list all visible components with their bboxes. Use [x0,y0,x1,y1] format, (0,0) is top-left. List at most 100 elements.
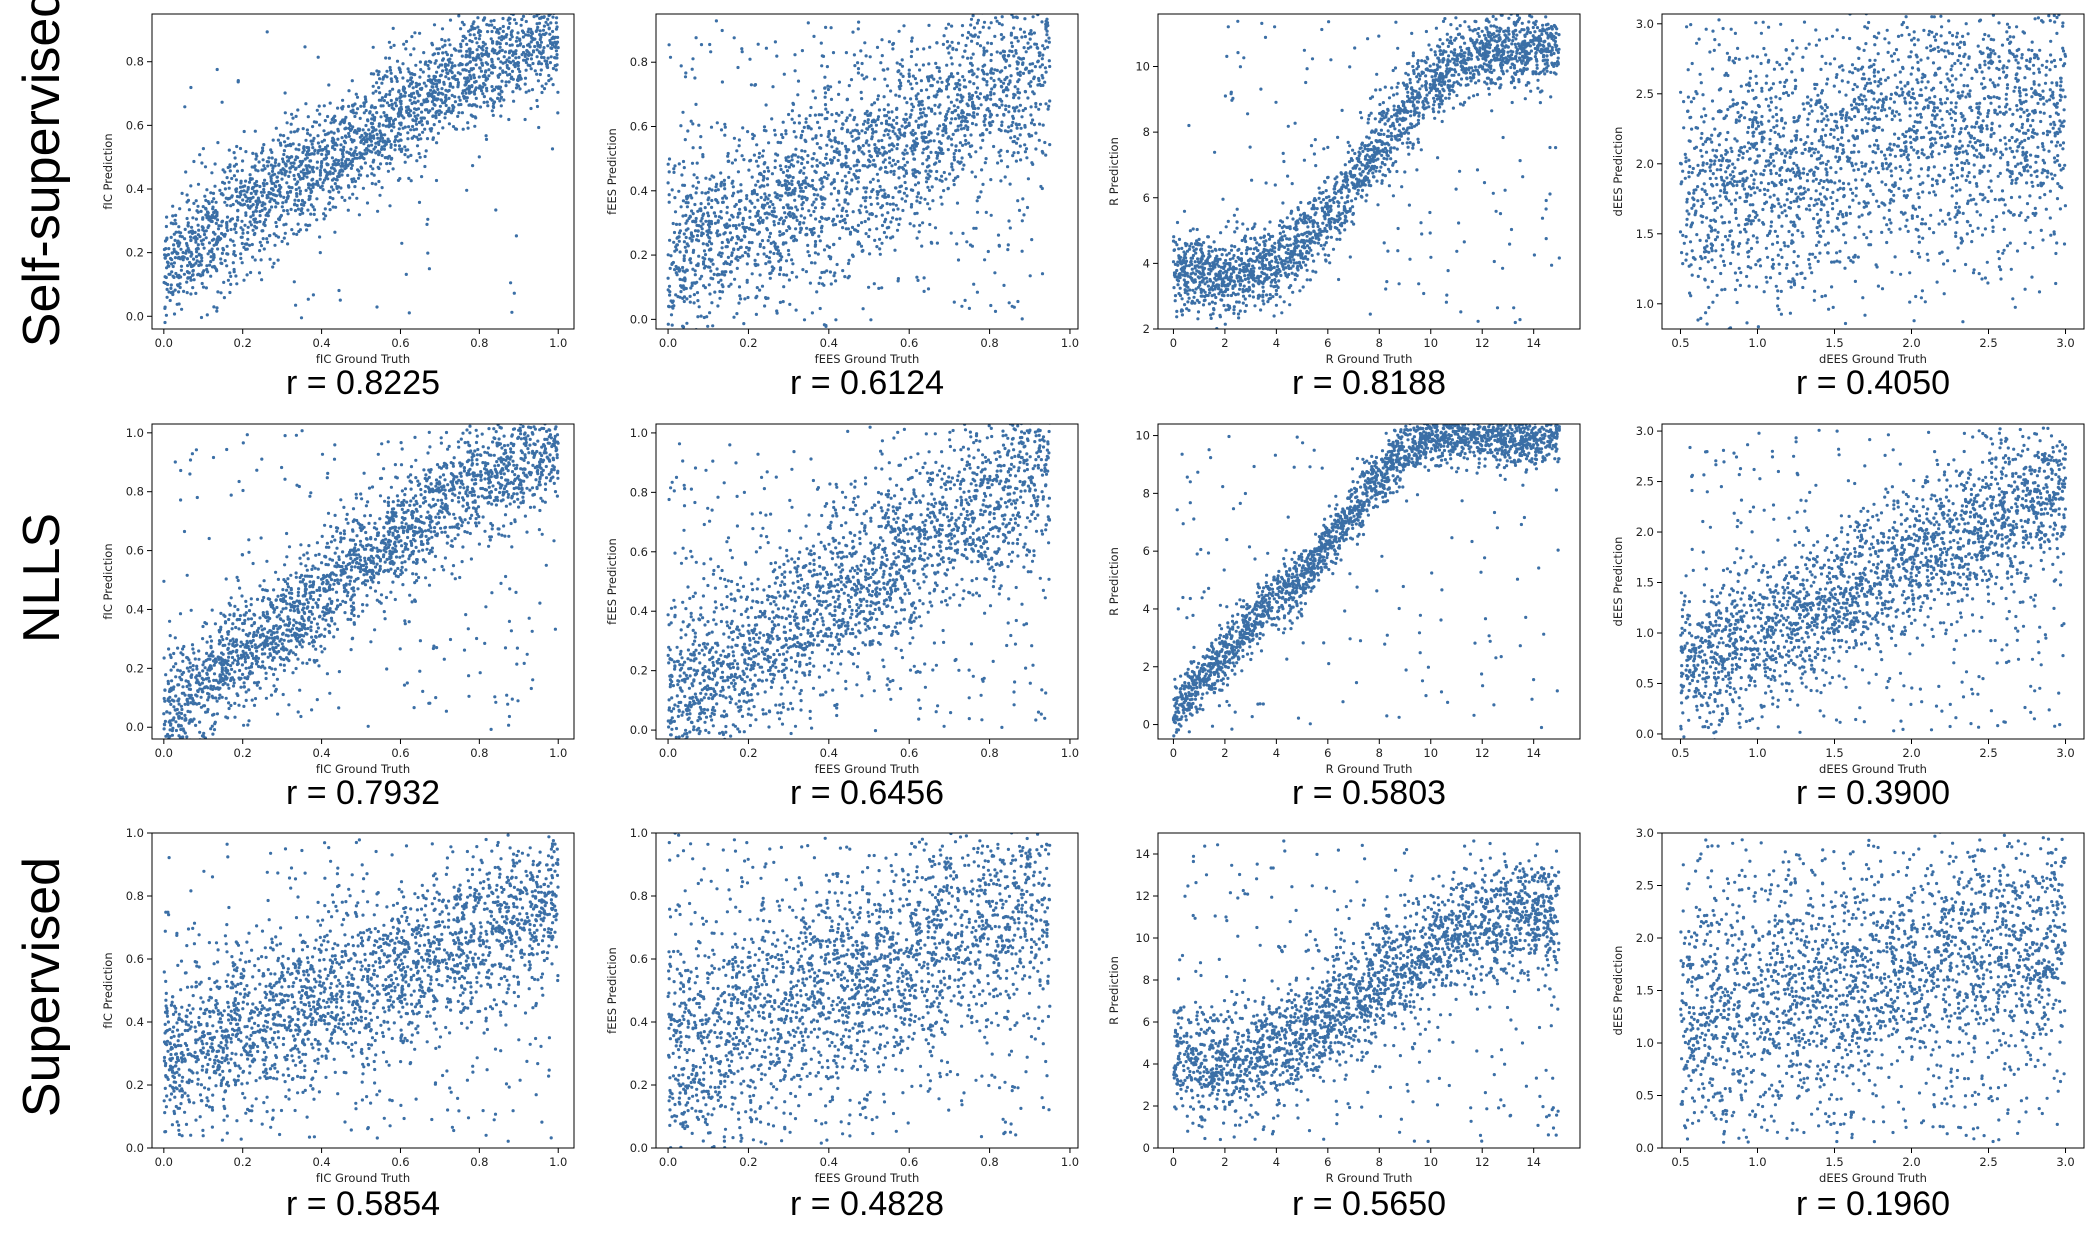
data-point [466,126,470,130]
data-point [528,7,531,10]
data-point [483,83,487,87]
data-point [305,228,309,232]
data-point [902,117,906,121]
data-point [975,86,980,90]
data-point [1011,140,1015,144]
data-point [516,78,520,82]
data-point [553,56,557,60]
data-point [1007,125,1011,129]
data-point [210,219,214,224]
data-point [861,164,865,168]
data-point [261,158,265,162]
data-point [683,245,687,249]
data-point [412,111,416,115]
data-point [285,181,289,185]
data-point [730,161,735,165]
data-point [851,139,855,143]
data-point [442,80,446,84]
data-point [504,60,508,64]
data-point [370,150,374,154]
data-point [297,148,301,152]
data-point [341,169,345,173]
data-point [208,263,212,267]
data-point [214,221,218,225]
data-point [982,46,986,50]
data-point [407,176,411,180]
data-point [739,189,743,193]
data-point [299,209,303,213]
data-point [404,105,409,109]
data-point [1003,175,1007,179]
data-point [176,239,180,243]
data-point [760,219,765,223]
data-point [874,146,878,150]
data-point [781,135,785,140]
data-point [875,245,879,249]
data-point [809,105,813,110]
data-point [735,149,739,153]
data-point [1317,237,1321,242]
data-point [667,157,672,161]
data-point [1029,121,1034,125]
data-point [691,267,695,271]
data-point [974,90,978,94]
data-point [980,168,984,172]
data-point [895,228,900,232]
data-point [785,273,789,277]
data-point [846,164,850,168]
data-point [815,142,819,146]
data-point [790,179,794,183]
data-point [368,110,372,114]
data-point [1013,135,1017,139]
data-point [1048,143,1052,147]
data-point [852,150,856,154]
data-point [328,190,332,194]
data-point [668,293,672,297]
data-point [710,205,714,209]
data-point [962,163,966,167]
data-point [896,137,900,141]
data-point [190,230,194,234]
data-point [549,0,552,2]
data-point [854,228,858,232]
data-point [804,139,808,144]
data-point [315,166,319,170]
data-point [374,141,378,145]
data-point [766,201,770,205]
data-point [1045,17,1049,21]
data-point [432,97,436,101]
data-point [380,145,384,149]
data-point [841,122,845,126]
data-point [772,223,777,227]
data-point [915,97,919,101]
data-point [891,208,896,212]
data-point [533,44,537,49]
data-point [976,35,981,39]
data-point [232,151,236,155]
data-point [882,68,886,72]
data-point [474,116,478,120]
data-point [1019,0,1022,1]
data-point [946,109,950,113]
data-point [701,242,705,246]
data-point [694,36,698,40]
x-tick-label: 0.0 [659,336,677,350]
data-point [733,204,737,208]
data-point [471,164,475,168]
data-point [437,119,442,124]
data-point [913,131,917,135]
data-point [769,200,773,204]
data-point [787,278,792,282]
data-point [304,188,308,192]
data-point [882,230,887,235]
data-point [780,183,784,188]
data-point [741,218,745,222]
data-point [185,200,189,204]
data-point [205,188,209,192]
data-point [903,120,907,124]
data-point [295,192,299,196]
data-point [807,254,812,258]
data-point [913,142,917,146]
data-point [335,143,339,147]
data-point [688,294,692,298]
